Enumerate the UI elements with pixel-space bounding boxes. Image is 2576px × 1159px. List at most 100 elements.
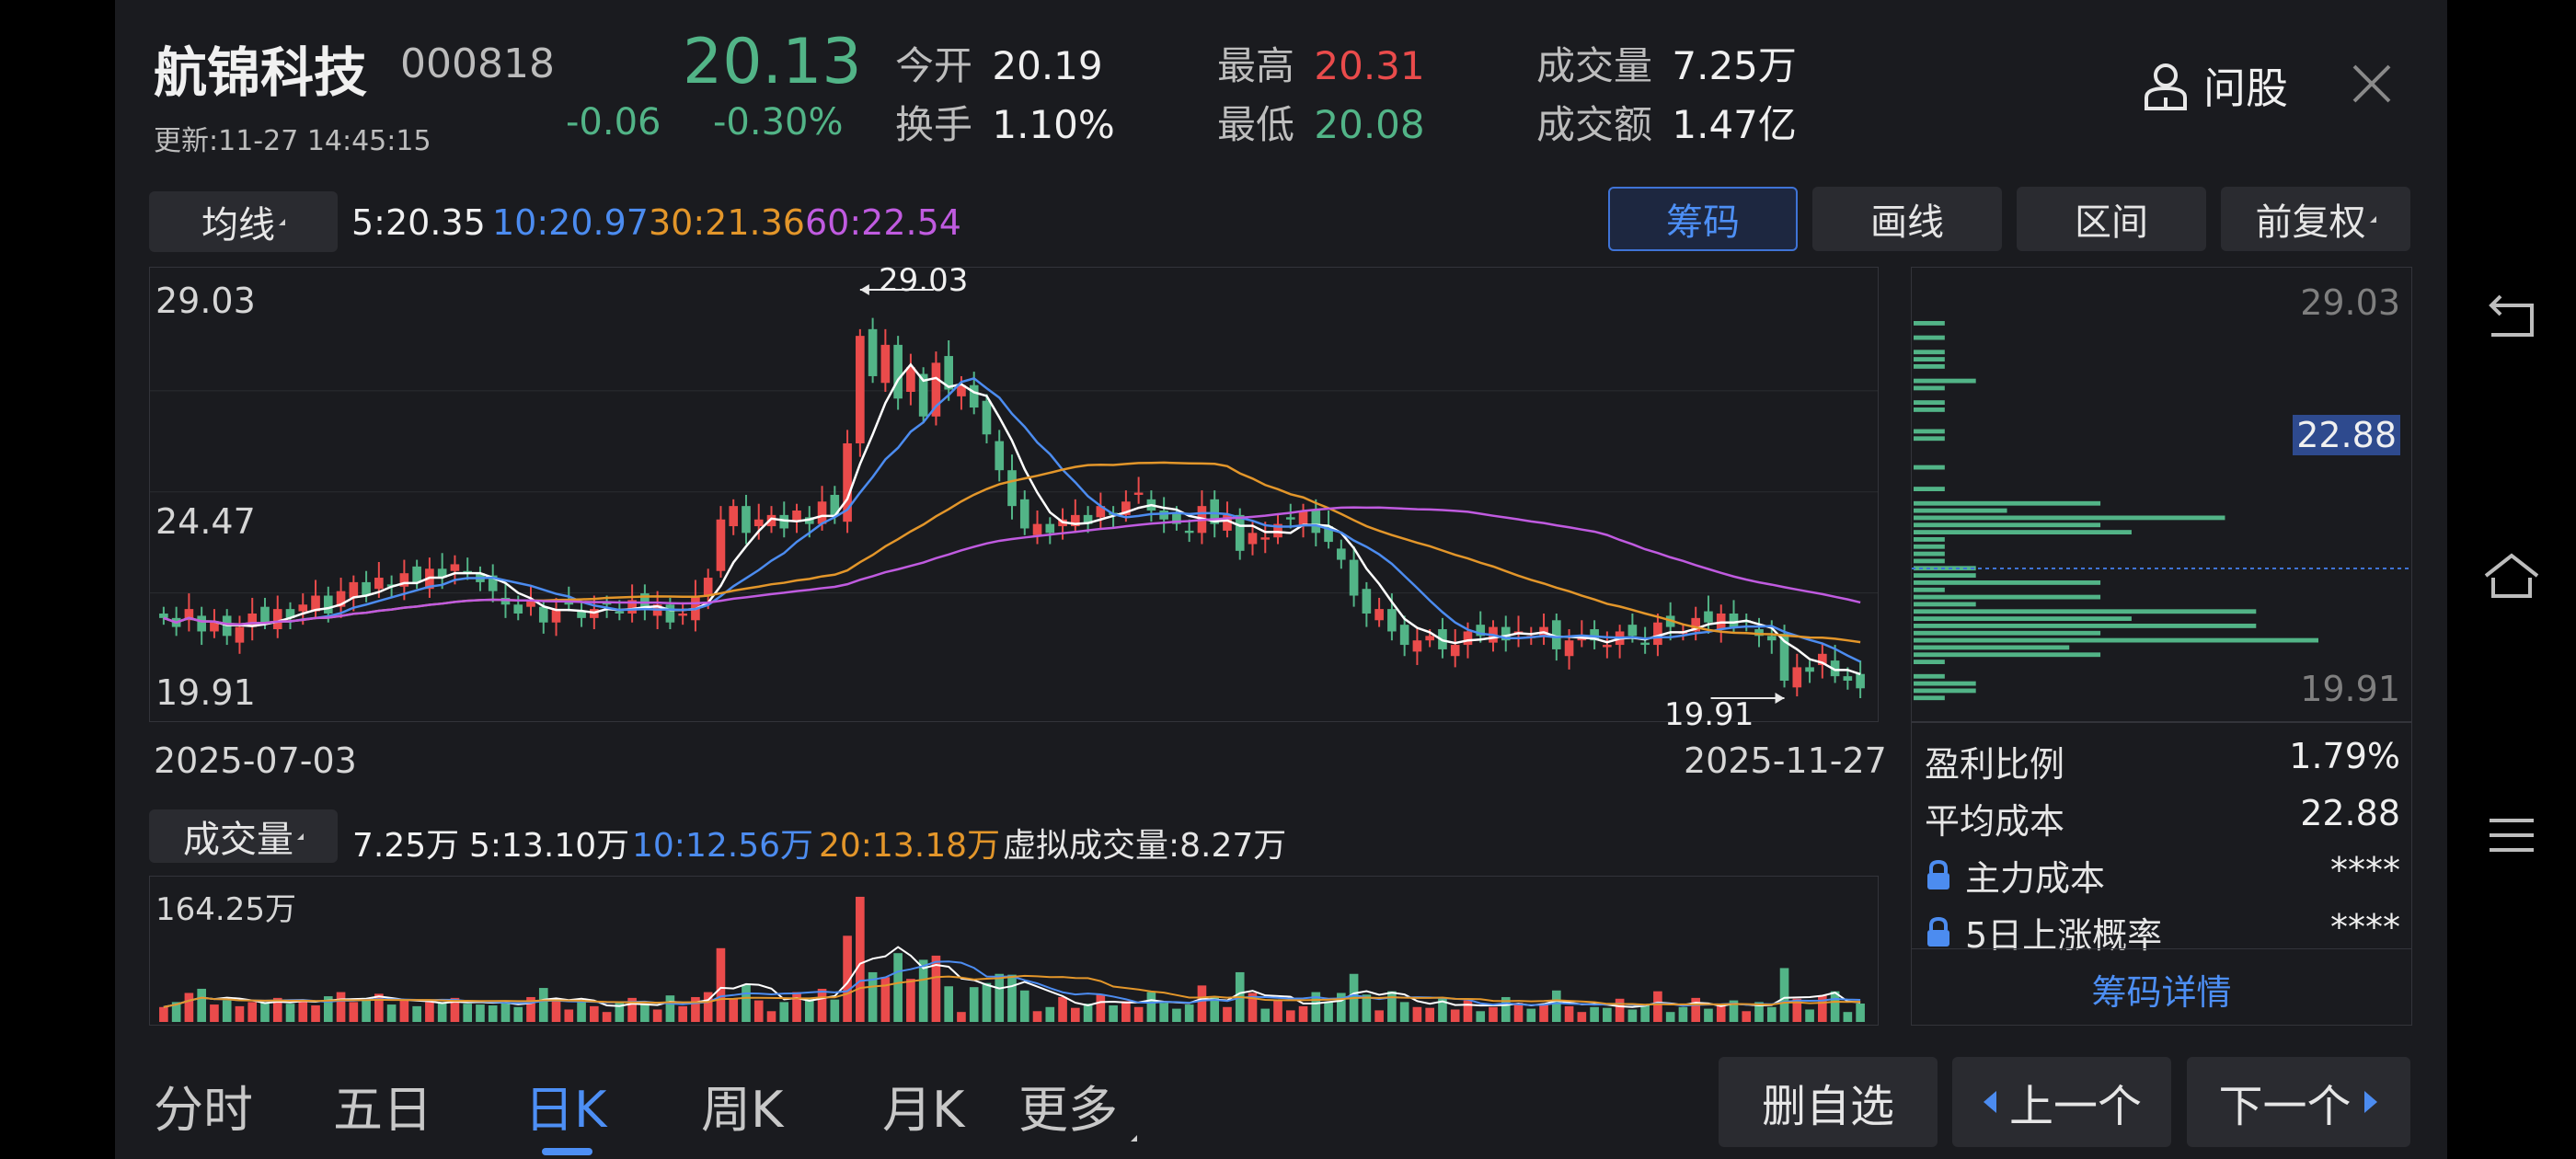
- chip-bar: [1914, 673, 1945, 679]
- volume-bar: [1387, 991, 1397, 1022]
- chip-bar: [1914, 436, 1945, 442]
- volume-bar: [716, 947, 726, 1022]
- turnover-value: 1.10%: [992, 102, 1115, 147]
- volume-bar: [1856, 1003, 1865, 1022]
- tab-active-indicator: [542, 1148, 592, 1155]
- volume-bar: [564, 1009, 574, 1022]
- candle-body: [1704, 611, 1713, 623]
- stat-profit-value: 1.79%: [2289, 736, 2400, 776]
- chip-bar: [1914, 350, 1945, 355]
- kline-chart[interactable]: 29.03 24.47 19.91 29.03 19.91: [149, 262, 1879, 733]
- candle-body: [1223, 514, 1232, 531]
- back-button[interactable]: [2482, 287, 2541, 346]
- volume-bar: [184, 993, 194, 1022]
- candle-body: [969, 384, 979, 408]
- tab-draw-line[interactable]: 画线: [1812, 187, 2002, 251]
- volume-bar: [652, 1009, 662, 1022]
- chip-bar: [1914, 400, 1945, 405]
- chip-bar: [1914, 500, 2101, 506]
- date-end: 2025-11-27: [1684, 740, 1887, 781]
- candle-body: [500, 597, 511, 605]
- volume-bar: [1045, 1006, 1055, 1022]
- volume-bar: [538, 988, 548, 1022]
- candle-body: [918, 373, 928, 417]
- chip-bar: [1914, 551, 1945, 557]
- volume-bar: [1830, 991, 1840, 1022]
- candle-body: [1070, 514, 1080, 527]
- volume-bar: [1248, 993, 1258, 1022]
- tab-chips[interactable]: 筹码: [1608, 187, 1798, 251]
- chip-bar: [1914, 616, 2132, 621]
- adjust-label: 前复权: [2255, 201, 2366, 244]
- ask-stock-button[interactable]: 问股: [2139, 55, 2288, 116]
- candle-body: [374, 578, 384, 590]
- candle-body: [1590, 629, 1599, 641]
- chip-bar: [1914, 357, 1945, 361]
- chip-bar: [1914, 609, 2257, 614]
- adjust-selector[interactable]: 前复权: [2221, 187, 2410, 251]
- volume-bar: [1146, 992, 1156, 1022]
- current-price: 20.13: [683, 26, 862, 98]
- volume-bar: [1337, 993, 1346, 1022]
- candle-body: [1172, 512, 1181, 524]
- chip-bar: [1914, 522, 2101, 528]
- volume-bar: [830, 999, 840, 1022]
- menu-icon: [2490, 819, 2534, 852]
- candle-body: [729, 506, 739, 527]
- volume-bar: [1412, 1006, 1422, 1022]
- tab-five-day[interactable]: 五日: [333, 1081, 432, 1139]
- volume-chart[interactable]: 164.25万: [149, 876, 1879, 1026]
- stat-5day-prob[interactable]: 5日上涨概率: [1925, 907, 2162, 958]
- candle-body: [665, 604, 675, 623]
- chips-detail-link[interactable]: 筹码详情: [2091, 972, 2232, 1013]
- candle-body: [1425, 636, 1434, 641]
- candle-body: [982, 400, 992, 435]
- stock-name: 航锦科技: [154, 41, 368, 104]
- volume-selector[interactable]: 成交量: [149, 809, 338, 863]
- candle-body: [349, 581, 359, 598]
- volume-bar: [1273, 999, 1282, 1022]
- amount-label: 成交额: [1536, 102, 1653, 147]
- candle-body: [526, 600, 535, 607]
- prev-stock-label: 上一个: [2008, 1081, 2142, 1132]
- next-stock-label: 下一个: [2218, 1081, 2352, 1132]
- menu-button[interactable]: [2482, 806, 2541, 865]
- tab-range[interactable]: 区间: [2017, 187, 2206, 251]
- chip-bar: [1914, 335, 1945, 340]
- candle-body: [627, 600, 637, 614]
- ma-selector[interactable]: 均线: [149, 191, 338, 252]
- close-icon: [2352, 64, 2391, 103]
- candle-body: [742, 506, 751, 534]
- home-icon: [2484, 553, 2539, 598]
- remove-watchlist-button[interactable]: 删自选: [1719, 1057, 1938, 1147]
- volume-bar: [1792, 998, 1802, 1022]
- chips-bottom-label: 19.91: [2300, 669, 2400, 709]
- chips-panel[interactable]: 29.03 22.88 19.91: [1911, 267, 2412, 722]
- candle-body: [1754, 629, 1764, 637]
- candle-body: [362, 581, 371, 596]
- max-price-marker: 29.03: [879, 262, 969, 299]
- close-button[interactable]: [2349, 61, 2395, 107]
- tab-intraday[interactable]: 分时: [154, 1081, 253, 1139]
- candle-body: [830, 494, 840, 515]
- volume-bar: [425, 1002, 434, 1022]
- lock-icon: [1927, 916, 1949, 947]
- tab-daily-k[interactable]: 日K: [524, 1081, 607, 1139]
- volume-y-max: 164.25万: [155, 891, 296, 928]
- stat-main-cost[interactable]: 主力成本: [1925, 850, 2105, 901]
- prev-stock-button[interactable]: 上一个: [1952, 1057, 2171, 1147]
- tab-weekly-k[interactable]: 周K: [701, 1081, 784, 1139]
- next-stock-button[interactable]: 下一个: [2187, 1057, 2410, 1147]
- candle-body: [615, 611, 625, 614]
- tab-monthly-k[interactable]: 月K: [882, 1081, 965, 1139]
- candle-body: [703, 578, 713, 596]
- chip-bar: [1914, 558, 1945, 564]
- chip-bar: [1914, 573, 1976, 578]
- volume-bar: [817, 988, 827, 1022]
- tab-more[interactable]: 更多: [1018, 1069, 1137, 1142]
- candle-body: [766, 514, 776, 527]
- volume-bar: [412, 1005, 421, 1022]
- stock-code: 000818: [400, 40, 555, 87]
- home-button[interactable]: [2482, 546, 2541, 605]
- candle-body: [678, 613, 687, 616]
